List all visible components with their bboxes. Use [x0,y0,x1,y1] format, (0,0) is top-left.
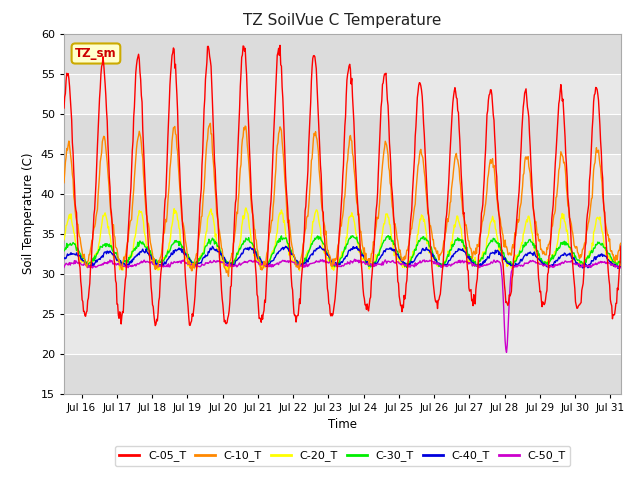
Line: C-30_T: C-30_T [64,236,621,267]
Bar [64,73,621,114]
C-05_T [276,42,284,48]
C-10_T [399,254,407,260]
C-30_T [383,234,391,240]
C-40_T [399,259,406,265]
C-50_T [541,262,548,268]
C-50_T [617,264,625,270]
C-30_T [94,249,102,255]
C-40_T [316,243,324,249]
C-40_T [60,256,68,262]
C-05_T [94,128,102,133]
C-50_T [399,261,406,266]
Bar [64,234,621,274]
Y-axis label: Soil Temperature (C): Soil Temperature (C) [22,153,35,275]
C-20_T [416,216,424,222]
C-05_T [399,305,407,311]
C-20_T [617,263,625,268]
Text: TZ_sm: TZ_sm [75,47,116,60]
C-10_T [60,180,68,186]
C-20_T [296,268,303,274]
C-20_T [94,246,102,252]
C-40_T [614,265,622,271]
C-50_T [384,258,392,264]
Line: C-40_T: C-40_T [64,246,621,268]
C-10_T [385,165,392,170]
C-40_T [540,261,548,266]
C-10_T [416,148,424,154]
C-50_T [94,263,102,269]
C-10_T [484,176,492,181]
C-50_T [351,256,358,262]
Bar [64,274,621,313]
C-30_T [541,259,548,264]
C-10_T [94,192,102,197]
C-30_T [484,243,492,249]
C-10_T [541,252,548,258]
C-05_T [541,300,548,306]
C-30_T [416,237,424,243]
C-40_T [94,257,102,263]
C-40_T [617,264,625,270]
C-30_T [384,233,392,239]
C-30_T [399,259,406,264]
C-20_T [60,237,68,242]
Bar [64,354,621,394]
C-20_T [385,215,392,220]
Bar [64,154,621,193]
C-20_T [484,234,492,240]
Line: C-10_T: C-10_T [64,123,621,276]
Bar [64,313,621,354]
Bar [64,193,621,234]
C-20_T [242,205,250,211]
C-10_T [207,120,214,126]
C-40_T [483,256,491,262]
C-05_T [484,108,492,114]
C-05_T [152,323,159,328]
Line: C-50_T: C-50_T [64,259,621,352]
C-10_T [617,240,625,246]
C-20_T [399,262,407,267]
C-05_T [617,243,625,249]
C-50_T [415,259,423,265]
Line: C-20_T: C-20_T [64,208,621,271]
Bar [64,114,621,154]
C-50_T [502,349,510,355]
C-20_T [541,262,548,267]
X-axis label: Time: Time [328,418,357,431]
C-30_T [60,248,68,254]
Line: C-05_T: C-05_T [64,45,621,325]
C-50_T [60,264,68,270]
C-30_T [403,264,411,270]
Bar [64,34,621,73]
Legend: C-05_T, C-10_T, C-20_T, C-30_T, C-40_T, C-50_T: C-05_T, C-10_T, C-20_T, C-30_T, C-40_T, … [115,446,570,466]
C-30_T [617,258,625,264]
C-10_T [225,274,232,279]
C-40_T [384,246,392,252]
C-05_T [385,120,392,125]
C-40_T [415,250,423,256]
Title: TZ SoilVue C Temperature: TZ SoilVue C Temperature [243,13,442,28]
C-05_T [60,105,68,111]
C-05_T [416,80,424,86]
C-50_T [483,261,491,267]
